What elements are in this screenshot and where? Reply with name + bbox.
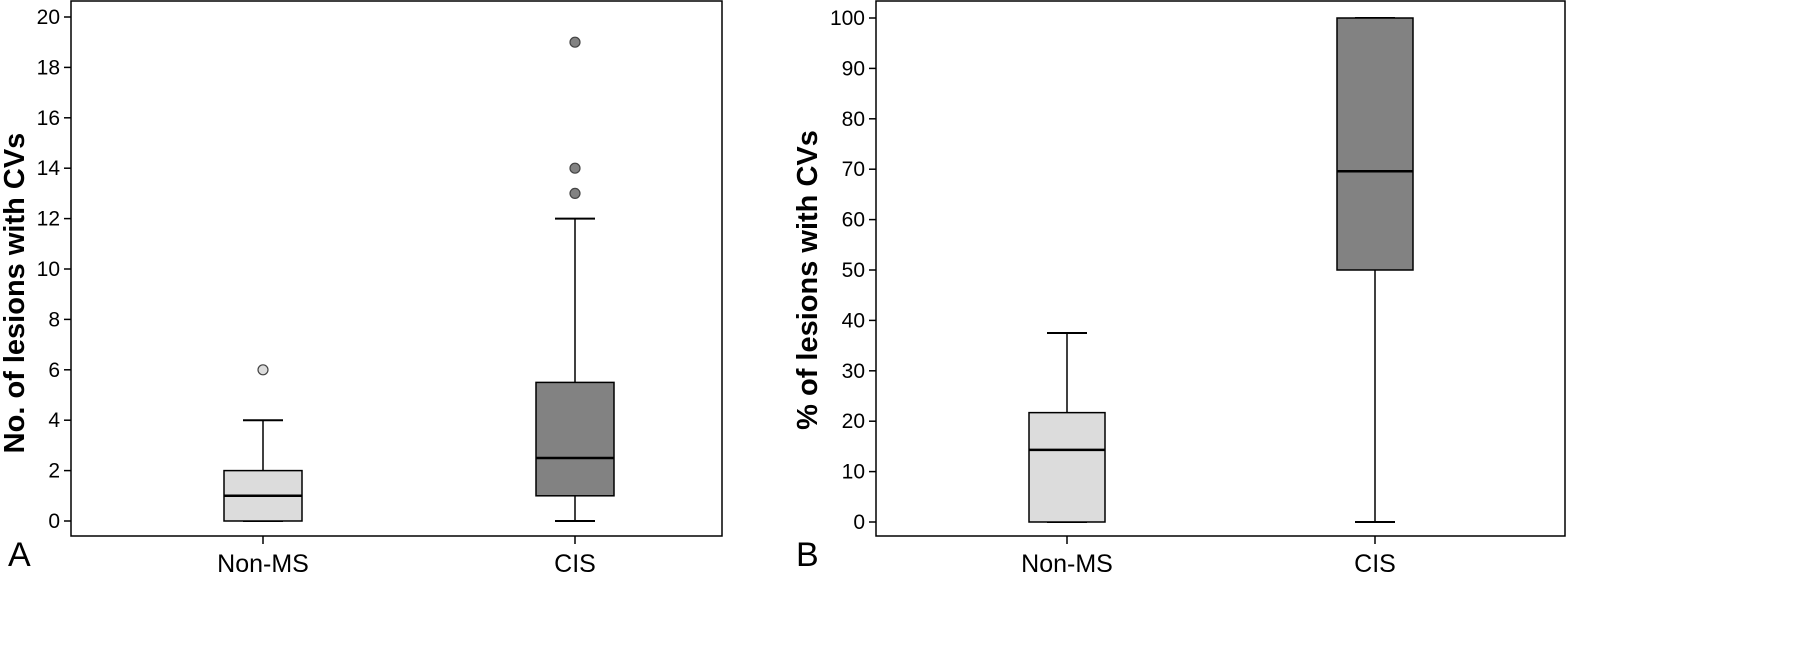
panel-a-y-axis-title: No. of lesions with CVs <box>0 133 31 454</box>
panel-b-y-tick-label: 30 <box>842 360 865 383</box>
panel-a-y-tick-label: 16 <box>37 107 60 130</box>
panel-a: A No. of lesions with CVs 0 2 4 6 8 10 12 14 16 1… <box>0 0 723 578</box>
panel-b-y-tick-label: 80 <box>842 108 865 131</box>
panel-b-plot-frame <box>875 0 1566 537</box>
panel-a-y-tick-label: 8 <box>48 308 60 331</box>
panel-b-cis-box <box>1336 17 1414 271</box>
panel-a-non-ms-outlier-point <box>257 364 269 376</box>
panel-a-y-tick-label: 0 <box>48 510 60 533</box>
panel-b-y-tick-label: 70 <box>842 158 865 181</box>
panel-b-x-tick-label: Non-MS <box>1021 550 1113 578</box>
panel-a-y-tick-label: 2 <box>48 460 60 483</box>
panel-b: B % of lesions with CVs 0 10 20 30 40 50 60 70 8… <box>792 0 1566 578</box>
panel-b-y-axis-title: % of lesions with CVs <box>792 130 824 430</box>
panel-b-y-tick-label: 0 <box>853 511 865 534</box>
panel-a-plot-area: 0 2 4 6 8 10 12 14 16 18 20 Non-MS CIS <box>37 6 615 578</box>
panel-a-x-tick-label: Non-MS <box>217 550 309 578</box>
panel-a-y-tick-label: 12 <box>37 208 60 231</box>
panel-a-cis-outlier-point <box>569 187 581 199</box>
panel-b-plot-area: 0 10 20 30 40 50 60 70 80 90 100 Non-MS CIS <box>830 7 1414 578</box>
panel-a-plot-frame <box>70 0 723 537</box>
panel-b-letter: B <box>796 536 819 574</box>
panel-a-letter: A <box>8 536 31 574</box>
panel-a-cis-outlier-point <box>569 36 581 48</box>
panel-b-y-tick-label: 20 <box>842 410 865 433</box>
panel-a-cis-outlier-point <box>569 162 581 174</box>
panel-b-y-tick-label: 60 <box>842 209 865 232</box>
panel-b-y-tick-label: 90 <box>842 57 865 80</box>
panel-a-y-tick-label: 4 <box>48 409 60 432</box>
panel-a-x-tick-label: CIS <box>554 550 596 578</box>
panel-b-non-ms-box <box>1028 411 1106 523</box>
panel-b-y-tick-label: 50 <box>842 259 865 282</box>
panel-a-y-tick-label: 10 <box>37 258 60 281</box>
panel-a-y-tick-label: 20 <box>37 6 60 29</box>
panel-a-y-tick-label: 6 <box>48 359 60 382</box>
panel-b-y-tick-label: 10 <box>842 461 865 484</box>
panel-a-cis-box <box>535 381 615 497</box>
panel-b-y-tick-label: 40 <box>842 309 865 332</box>
panel-b-y-tick-label: 100 <box>830 7 865 30</box>
panel-b-x-tick-label: CIS <box>1354 550 1396 578</box>
panel-a-y-tick-label: 14 <box>37 157 61 180</box>
panel-a-y-tick-label: 18 <box>37 56 60 79</box>
